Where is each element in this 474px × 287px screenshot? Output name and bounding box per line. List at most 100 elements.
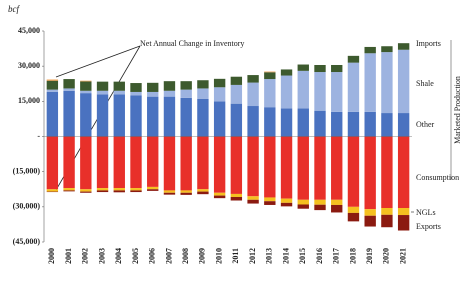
bar-segment xyxy=(113,188,125,191)
bar-segment xyxy=(180,136,192,191)
bar-segment xyxy=(213,78,226,88)
bar-segment xyxy=(331,72,343,112)
bar-segment xyxy=(80,189,92,192)
bar-segment xyxy=(314,199,326,205)
y-tick-label: - xyxy=(37,131,40,140)
bar-segment xyxy=(364,136,376,210)
bar-segment xyxy=(96,188,109,191)
x-tick-label: 2002 xyxy=(81,248,90,264)
bar-segment xyxy=(213,136,226,193)
bar-segment xyxy=(264,197,276,202)
bar-segment xyxy=(197,191,209,195)
bar-segment xyxy=(147,189,159,191)
bar-segment xyxy=(46,80,59,90)
series-label: Exports xyxy=(416,222,441,231)
bar-segment xyxy=(46,189,59,192)
bar-segment xyxy=(247,106,259,137)
annotation: Net Annual Change in Inventory xyxy=(140,39,244,48)
x-tick-label: 2010 xyxy=(214,248,223,264)
bar-segment xyxy=(163,192,176,195)
bar-segment xyxy=(247,199,259,204)
bar-segment xyxy=(197,98,209,137)
x-tick-label: 2011 xyxy=(231,248,240,264)
bar-segment xyxy=(180,89,192,98)
bar-segment xyxy=(130,83,142,92)
bar-segment xyxy=(130,95,142,137)
bar-segment xyxy=(96,136,109,189)
bar-segment xyxy=(347,62,360,112)
bar-segment xyxy=(397,113,410,137)
bar-segment xyxy=(230,84,243,104)
bar-segment xyxy=(247,136,259,197)
bar-segment xyxy=(96,94,109,137)
bar-segment xyxy=(364,215,376,227)
y-tick-label: 30,000 xyxy=(18,61,40,70)
bar-segment xyxy=(397,49,410,114)
x-tick-label: 2004 xyxy=(114,248,123,264)
x-tick-label: 2009 xyxy=(198,248,207,264)
bar-segment xyxy=(264,71,276,73)
bar-segment xyxy=(314,110,326,137)
bar-segment xyxy=(96,190,109,193)
bar-segment xyxy=(280,75,293,109)
bar-segment xyxy=(314,72,326,111)
bar-segment xyxy=(80,191,92,193)
bar-segment xyxy=(213,101,226,137)
bar-segment xyxy=(197,136,209,190)
bar-segment xyxy=(63,136,75,189)
x-tick-label: 2012 xyxy=(248,248,257,264)
bar-segment xyxy=(230,193,243,197)
bar-segment xyxy=(63,88,75,91)
bar-segment xyxy=(264,136,276,198)
y-unit: bcf xyxy=(8,4,20,14)
bar-segment xyxy=(113,90,125,95)
bar-segment xyxy=(347,206,360,213)
x-tick-label: 2014 xyxy=(281,248,290,264)
series-label: Consumption xyxy=(416,173,459,182)
bar-segment xyxy=(280,136,293,199)
bar-segment xyxy=(63,90,75,137)
bar-segment xyxy=(397,136,410,209)
bar-segment xyxy=(63,190,75,192)
bar-segment xyxy=(347,55,360,63)
bar-segment xyxy=(280,198,293,203)
bar-segment xyxy=(230,76,243,85)
bar-segment xyxy=(364,111,376,137)
bar-segment xyxy=(96,81,109,91)
series-label: Imports xyxy=(416,39,441,48)
x-tick-label: 2007 xyxy=(164,248,173,264)
bar-segment xyxy=(297,70,309,109)
bar-segment xyxy=(197,189,209,192)
series-label: Shale xyxy=(416,79,434,88)
bar-segment xyxy=(347,212,360,222)
bar-segment xyxy=(197,80,209,89)
bar-segment xyxy=(147,91,159,97)
bar-segment xyxy=(347,111,360,137)
bar-segment xyxy=(147,136,159,187)
bar-segment xyxy=(264,107,276,137)
bar-segment xyxy=(46,79,59,81)
bar-segment xyxy=(96,90,109,95)
bar-segment xyxy=(130,91,142,96)
bar-segment xyxy=(147,82,159,92)
bar-segment xyxy=(331,136,343,200)
bar-segment xyxy=(381,214,393,228)
x-tick-label: 2020 xyxy=(382,248,391,264)
bar-segment xyxy=(63,79,75,89)
bar-segment xyxy=(163,90,176,97)
series-label: Other xyxy=(416,120,435,129)
bar-segment xyxy=(46,136,59,190)
y-tick-label: (15,000) xyxy=(13,166,41,175)
bar-segment xyxy=(213,87,226,102)
x-tick-label: 2017 xyxy=(332,248,341,264)
bar-segment xyxy=(130,190,142,193)
bar-segment xyxy=(280,108,293,137)
bar-segment xyxy=(230,103,243,137)
bar-segment xyxy=(381,46,393,53)
bar-segment xyxy=(46,89,59,92)
x-tick-label: 2013 xyxy=(265,248,274,264)
y-tick-label: (45,000) xyxy=(13,237,41,246)
bar-segment xyxy=(80,93,92,137)
bar-segment xyxy=(197,88,209,99)
